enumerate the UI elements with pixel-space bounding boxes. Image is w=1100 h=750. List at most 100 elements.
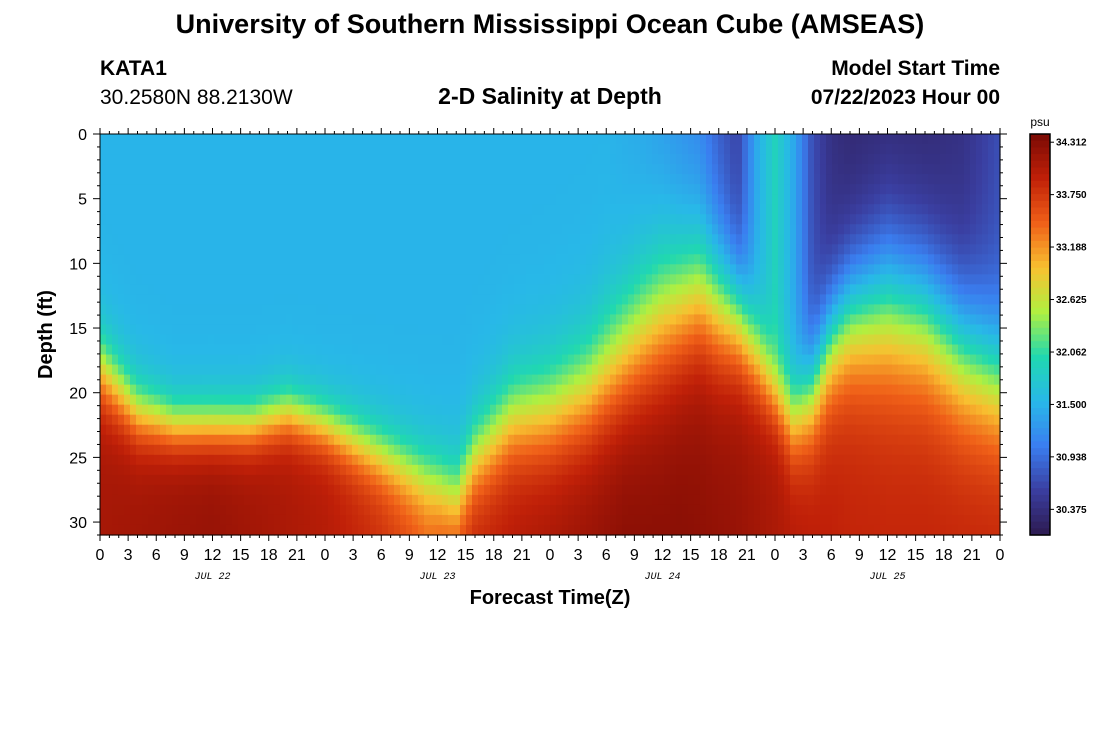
- heatmap-cell: [706, 364, 713, 376]
- heatmap-cell: [208, 284, 215, 295]
- heatmap-cell: [604, 334, 611, 346]
- heatmap-cell: [316, 414, 323, 426]
- heatmap-cell: [676, 414, 683, 426]
- heatmap-cell: [790, 324, 797, 336]
- heatmap-cell: [274, 354, 281, 366]
- heatmap-cell: [154, 374, 161, 386]
- heatmap-cell: [220, 164, 227, 175]
- heatmap-cell: [148, 174, 155, 185]
- heatmap-cell: [760, 514, 767, 526]
- heatmap-cell: [328, 344, 335, 356]
- heatmap-cell: [322, 314, 329, 326]
- heatmap-cell: [532, 464, 539, 476]
- heatmap-cell: [730, 514, 737, 526]
- heatmap-cell: [160, 254, 167, 265]
- heatmap-cell: [262, 164, 269, 175]
- heatmap-cell: [778, 414, 785, 426]
- heatmap-cell: [754, 374, 761, 386]
- heatmap-cell: [244, 504, 251, 516]
- heatmap-cell: [622, 474, 629, 486]
- heatmap-cell: [226, 234, 233, 245]
- heatmap-cell: [262, 384, 269, 396]
- heatmap-cell: [232, 354, 239, 366]
- heatmap-cell: [760, 194, 767, 205]
- heatmap-cell: [550, 394, 557, 406]
- heatmap-cell: [802, 334, 809, 346]
- heatmap-cell: [376, 264, 383, 275]
- heatmap-cell: [628, 144, 635, 155]
- heatmap-cell: [136, 464, 143, 476]
- heatmap-cell: [706, 194, 713, 205]
- heatmap-cell: [220, 344, 227, 356]
- heatmap-cell: [400, 474, 407, 486]
- heatmap-cell: [292, 254, 299, 265]
- heatmap-cell: [418, 324, 425, 336]
- heatmap-cell: [100, 484, 107, 496]
- heatmap-cell: [628, 424, 635, 436]
- heatmap-cell: [664, 204, 671, 215]
- heatmap-cell: [166, 524, 173, 536]
- heatmap-cell: [124, 424, 131, 436]
- heatmap-cell: [226, 134, 233, 145]
- heatmap-cell: [364, 214, 371, 225]
- heatmap-cell: [124, 374, 131, 386]
- heatmap-cell: [298, 254, 305, 265]
- heatmap-cell: [286, 164, 293, 175]
- heatmap-cell: [346, 174, 353, 185]
- heatmap-cell: [640, 314, 647, 326]
- heatmap-cell: [148, 354, 155, 366]
- heatmap-cell: [280, 204, 287, 215]
- heatmap-cell: [190, 484, 197, 496]
- heatmap-cell: [532, 374, 539, 386]
- heatmap-cell: [574, 284, 581, 295]
- heatmap-cell: [802, 444, 809, 456]
- heatmap-cell: [238, 314, 245, 326]
- heatmap-cell: [322, 334, 329, 346]
- heatmap-cell: [160, 144, 167, 155]
- heatmap-cell: [502, 134, 509, 145]
- heatmap-cell: [520, 224, 527, 235]
- heatmap-cell: [538, 434, 545, 446]
- heatmap-cell: [682, 174, 689, 185]
- heatmap-cell: [412, 524, 419, 536]
- heatmap-cell: [568, 314, 575, 326]
- heatmap-cell: [238, 264, 245, 275]
- heatmap-cell: [598, 134, 605, 145]
- heatmap-cell: [112, 444, 119, 456]
- heatmap-cell: [484, 494, 491, 506]
- heatmap-cell: [754, 224, 761, 235]
- heatmap-cell: [634, 434, 641, 446]
- heatmap-cell: [136, 184, 143, 195]
- heatmap-cell: [544, 254, 551, 265]
- heatmap-cell: [442, 504, 449, 516]
- heatmap-cell: [766, 254, 773, 265]
- heatmap-cell: [226, 274, 233, 285]
- heatmap-cell: [568, 344, 575, 356]
- heatmap-cell: [250, 304, 257, 316]
- heatmap-cell: [826, 434, 833, 446]
- heatmap-cell: [412, 384, 419, 396]
- heatmap-cell: [292, 434, 299, 446]
- heatmap-cell: [148, 224, 155, 235]
- heatmap-cell: [454, 394, 461, 406]
- heatmap-cell: [496, 414, 503, 426]
- heatmap-cell: [652, 504, 659, 516]
- heatmap-cell: [676, 344, 683, 356]
- heatmap-cell: [610, 284, 617, 295]
- heatmap-cell: [466, 284, 473, 295]
- heatmap-cell: [202, 254, 209, 265]
- heatmap-cell: [646, 144, 653, 155]
- heatmap-cell: [292, 274, 299, 285]
- heatmap-cell: [814, 154, 821, 165]
- heatmap-cell: [190, 214, 197, 225]
- heatmap-cell: [550, 404, 557, 416]
- heatmap-cell: [580, 504, 587, 516]
- heatmap-cell: [286, 384, 293, 396]
- heatmap-cell: [250, 524, 257, 536]
- heatmap-cell: [598, 194, 605, 205]
- heatmap-cell: [724, 514, 731, 526]
- heatmap-cell: [328, 274, 335, 285]
- heatmap-cell: [826, 524, 833, 536]
- heatmap-cell: [574, 474, 581, 486]
- heatmap-cell: [742, 344, 749, 356]
